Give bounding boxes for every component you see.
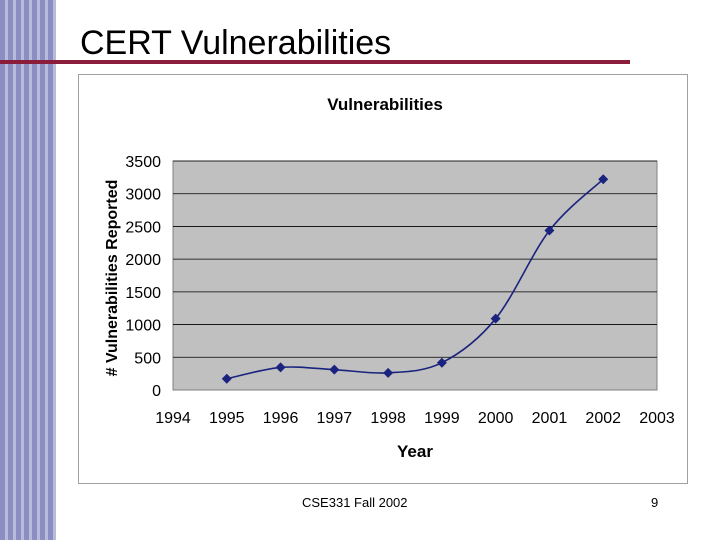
series-line	[226, 178, 604, 380]
data-point-2001	[544, 225, 555, 236]
data-point-1999	[436, 357, 447, 368]
y-tick-label: 3500	[125, 154, 161, 171]
y-tick-label: 1500	[125, 285, 161, 302]
data-point-1997	[329, 364, 340, 375]
page-number: 9	[651, 495, 659, 510]
x-tick-label: 1998	[370, 410, 406, 427]
x-tick-label: 2000	[478, 410, 514, 427]
x-tick-label: 1996	[263, 410, 299, 427]
plot-area	[172, 160, 658, 391]
y-tick-label: 3000	[125, 187, 161, 204]
y-tick-labels: 0 500 1000 1500 2000 2500 3000 3500	[125, 154, 161, 400]
data-point-2000	[490, 313, 501, 324]
gridlines	[173, 160, 657, 358]
chart-title: Vulnerabilities	[327, 95, 443, 114]
y-tick-label: 2500	[125, 219, 161, 236]
y-tick-label: 2000	[125, 252, 161, 269]
footer-course: CSE331 Fall 2002	[302, 495, 408, 510]
decorative-stripes	[0, 0, 56, 540]
y-axis-label: # Vulnerabilities Reported	[104, 180, 121, 377]
data-point-1996	[275, 362, 286, 373]
data-point-1995	[221, 373, 232, 384]
slide-title: CERT Vulnerabilities	[80, 24, 392, 62]
x-tick-labels: 1994 1995 1996 1997 1998 1999 2000 2001 2002 2003	[155, 410, 675, 427]
x-axis-label: Year	[397, 442, 433, 461]
y-tick-label: 500	[134, 350, 161, 367]
x-tick-label: 1995	[209, 410, 245, 427]
x-tick-label: 1994	[155, 410, 191, 427]
y-tick-label: 1000	[125, 318, 161, 335]
x-tick-label: 1999	[424, 410, 460, 427]
x-tick-label: 1997	[317, 410, 353, 427]
title-underline	[0, 60, 630, 64]
y-tick-label: 0	[152, 383, 161, 400]
x-tick-label: 2001	[532, 410, 568, 427]
x-tick-label: 2003	[639, 410, 675, 427]
data-markers	[221, 174, 609, 384]
data-point-1998	[383, 367, 394, 378]
data-point-2002	[598, 174, 609, 185]
x-tick-label: 2002	[585, 410, 621, 427]
